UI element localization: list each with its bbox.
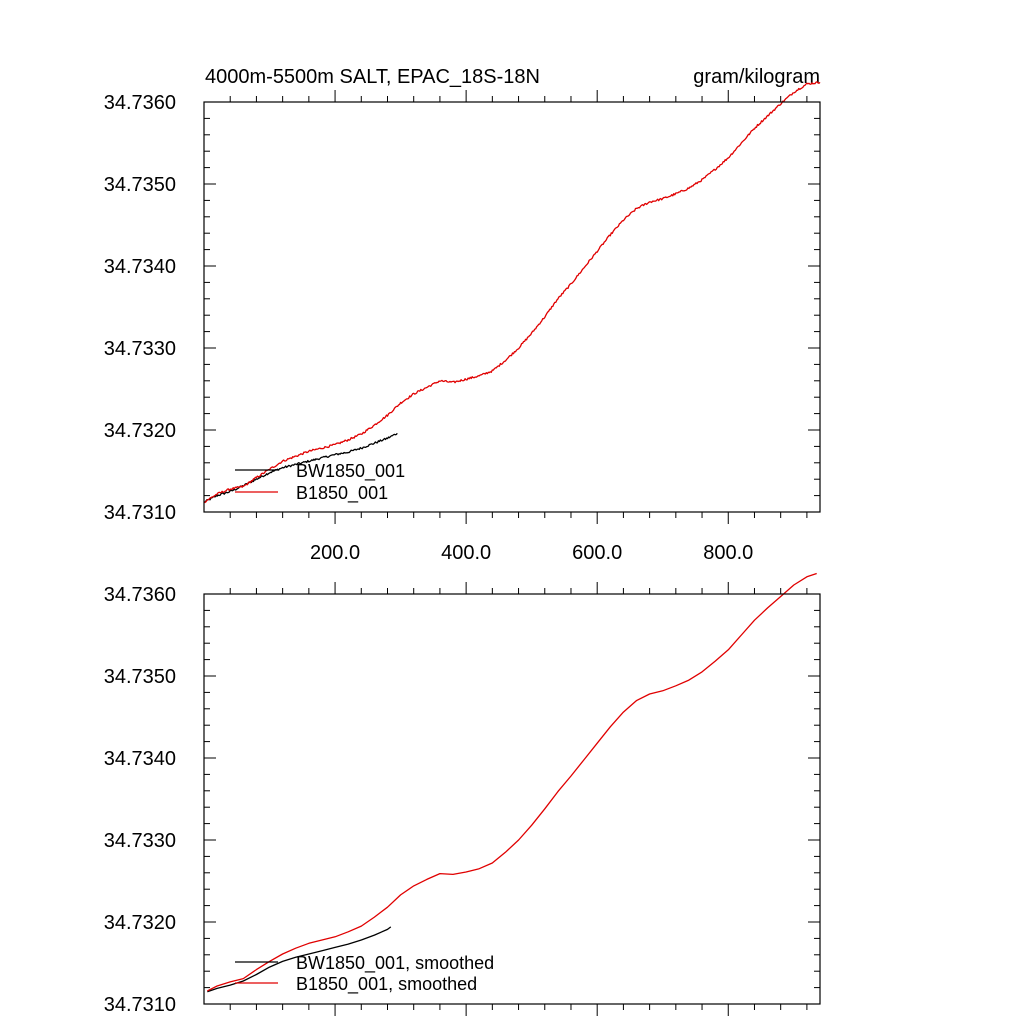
y-tick-label: 34.7330	[104, 338, 176, 360]
y-tick-label: 34.7330	[104, 830, 176, 852]
units-label: gram/kilogram	[693, 66, 820, 88]
axis-tick-labels: 34.7310 34.7320 34.7330 34.7340 34.7350 34.73…	[104, 92, 754, 564]
y-tick-label: 34.7360	[104, 584, 176, 606]
y-tick-label: 34.7320	[104, 420, 176, 442]
y-tick-label: 34.7350	[104, 666, 176, 688]
y-tick-label: 34.7350	[104, 174, 176, 196]
y-tick-label: 34.7340	[104, 748, 176, 770]
x-tick-label: 600.0	[572, 542, 622, 564]
legend-label: BW1850_001	[296, 461, 405, 482]
series-lines	[207, 572, 817, 993]
top-panel: 4000m-5500m SALT, EPAC_18S-18N gram/kilo…	[104, 66, 821, 564]
y-tick-label: 34.7310	[104, 994, 176, 1016]
axis-tick-labels: 34.7310 34.7320 34.7330 34.7340 34.7350 34.73…	[104, 584, 176, 1016]
series-lines	[203, 81, 821, 504]
x-tick-label: 400.0	[441, 542, 491, 564]
y-tick-label: 34.7360	[104, 92, 176, 114]
bottom-panel: 34.7310 34.7320 34.7330 34.7340 34.7350 34.73…	[104, 572, 821, 1016]
legend-label: B1850_001	[296, 483, 388, 504]
series-line-b1850-001-smoothed	[207, 572, 817, 992]
plot-frame	[203, 101, 821, 513]
legend-label: B1850_001, smoothed	[296, 974, 477, 995]
y-tick-label: 34.7340	[104, 256, 176, 278]
x-tick-label: 800.0	[703, 542, 753, 564]
y-tick-label: 34.7310	[104, 502, 176, 524]
series-line-bw1850-001	[203, 432, 398, 503]
axis-ticks	[204, 582, 820, 1016]
x-tick-label: 200.0	[310, 542, 360, 564]
series-line-b1850-001	[203, 81, 821, 504]
legend-label: BW1850_001, smoothed	[296, 953, 494, 974]
plot-frame	[203, 593, 821, 1005]
axis-ticks	[204, 90, 820, 524]
y-tick-label: 34.7320	[104, 912, 176, 934]
chart-title: 4000m-5500m SALT, EPAC_18S-18N	[205, 66, 540, 88]
